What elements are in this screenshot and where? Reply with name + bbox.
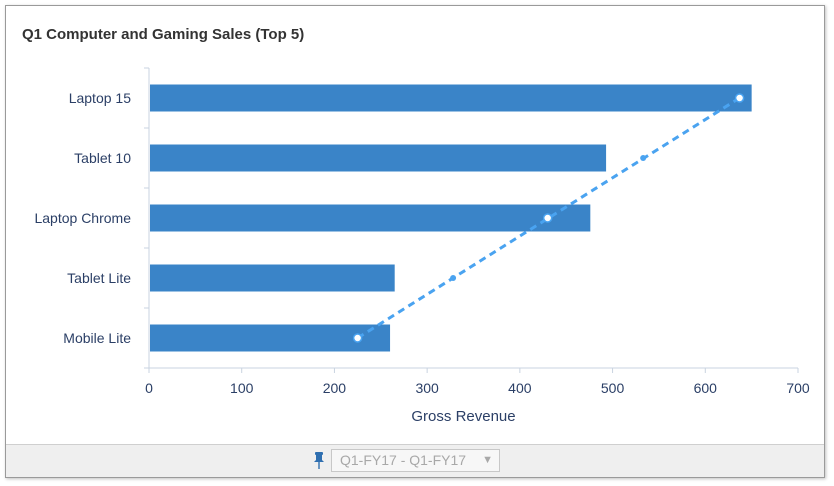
y-tick-label: Mobile Lite xyxy=(63,330,131,346)
period-filter-dropdown[interactable]: Q1-FY17 - Q1-FY17 ▼ xyxy=(331,449,500,472)
bar xyxy=(150,144,607,172)
y-tick-label: Tablet 10 xyxy=(74,150,131,166)
y-tick-label: Tablet Lite xyxy=(67,270,131,286)
trend-line xyxy=(356,96,741,340)
x-tick-label: 300 xyxy=(415,380,439,396)
period-filter-value: Q1-FY17 - Q1-FY17 xyxy=(340,452,467,468)
trend-marker xyxy=(734,93,745,103)
x-tick-label: 600 xyxy=(694,380,718,396)
y-tick-label: Laptop Chrome xyxy=(34,210,131,226)
trend-marker xyxy=(640,155,647,161)
x-tick-label: 0 xyxy=(145,380,153,396)
bar xyxy=(150,84,752,112)
chart-panel: Q1 Computer and Gaming Sales (Top 5) Lap… xyxy=(5,5,825,478)
chevron-down-icon: ▼ xyxy=(482,454,493,466)
bar xyxy=(150,324,391,352)
trend-marker xyxy=(542,213,553,223)
x-tick-label: 100 xyxy=(230,380,254,396)
y-tick-label: Laptop 15 xyxy=(69,90,131,106)
bar-chart: Laptop 15 Tablet 10 Laptop Chrome Tablet Li… xyxy=(34,67,810,425)
bar xyxy=(150,204,591,232)
trend-marker xyxy=(450,275,457,281)
pin-icon[interactable] xyxy=(312,452,326,470)
x-tick-label: 700 xyxy=(786,380,810,396)
trend-marker xyxy=(352,333,363,343)
x-axis-label: Gross Revenue xyxy=(411,408,515,425)
bar xyxy=(150,264,395,292)
x-tick-label: 200 xyxy=(323,380,347,396)
x-tick-label: 500 xyxy=(601,380,625,396)
footer-bar: Q1-FY17 - Q1-FY17 ▼ xyxy=(6,444,824,477)
x-tick-label: 400 xyxy=(508,380,532,396)
chart-title: Q1 Computer and Gaming Sales (Top 5) xyxy=(22,26,305,43)
